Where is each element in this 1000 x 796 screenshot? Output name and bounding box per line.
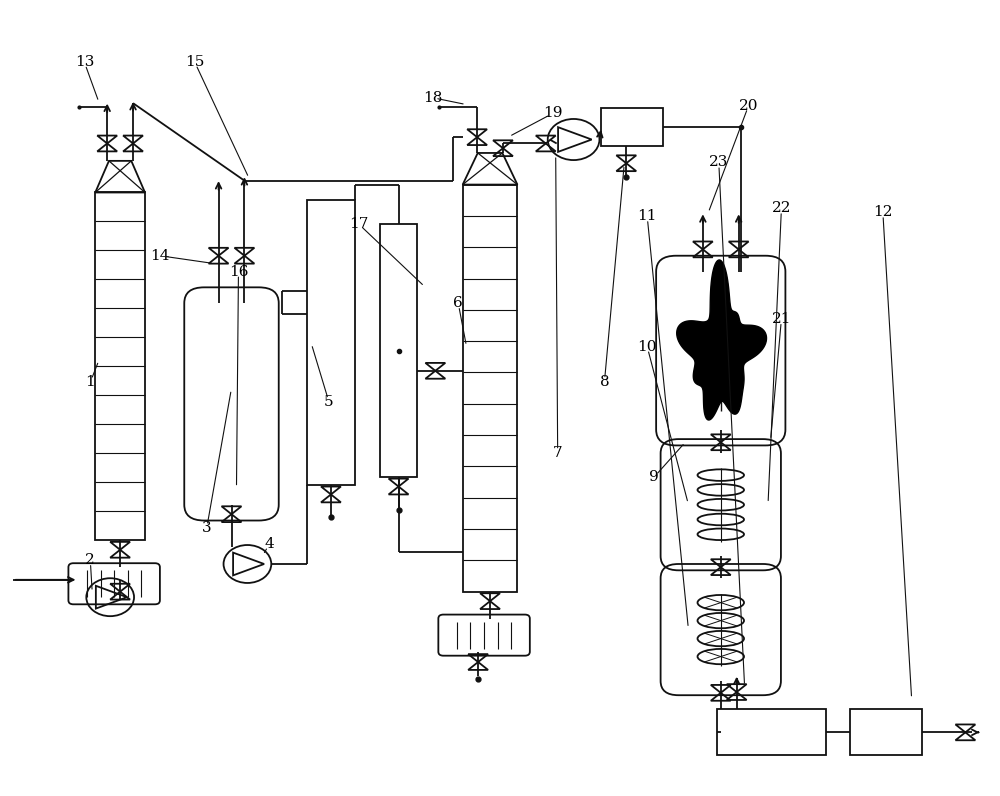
Text: 12: 12	[873, 205, 893, 219]
Text: 23: 23	[709, 155, 728, 170]
Text: 15: 15	[185, 55, 204, 69]
Polygon shape	[677, 260, 767, 420]
Bar	[307, 201, 355, 485]
Bar	[850, 709, 922, 755]
Bar	[601, 108, 663, 146]
Text: 21: 21	[772, 312, 791, 326]
Text: 6: 6	[453, 296, 463, 310]
Bar	[717, 709, 826, 755]
Text: 18: 18	[423, 91, 442, 104]
Text: 3: 3	[202, 521, 211, 536]
Text: 19: 19	[543, 107, 562, 120]
Text: 5: 5	[324, 395, 334, 409]
Text: 2: 2	[85, 553, 95, 567]
Text: 16: 16	[229, 264, 248, 279]
Text: 9: 9	[649, 470, 659, 484]
Text: 11: 11	[637, 209, 657, 223]
Text: 17: 17	[349, 217, 368, 231]
Bar	[95, 193, 145, 540]
Text: 8: 8	[600, 375, 609, 389]
Text: 13: 13	[75, 55, 94, 69]
Bar	[380, 224, 417, 477]
Text: 10: 10	[637, 340, 657, 353]
Text: 4: 4	[264, 537, 274, 552]
Bar	[463, 185, 517, 591]
Text: 20: 20	[739, 99, 758, 112]
Text: 7: 7	[553, 447, 562, 460]
Text: 1: 1	[85, 375, 95, 389]
Text: 14: 14	[150, 248, 170, 263]
Text: 22: 22	[772, 201, 791, 215]
